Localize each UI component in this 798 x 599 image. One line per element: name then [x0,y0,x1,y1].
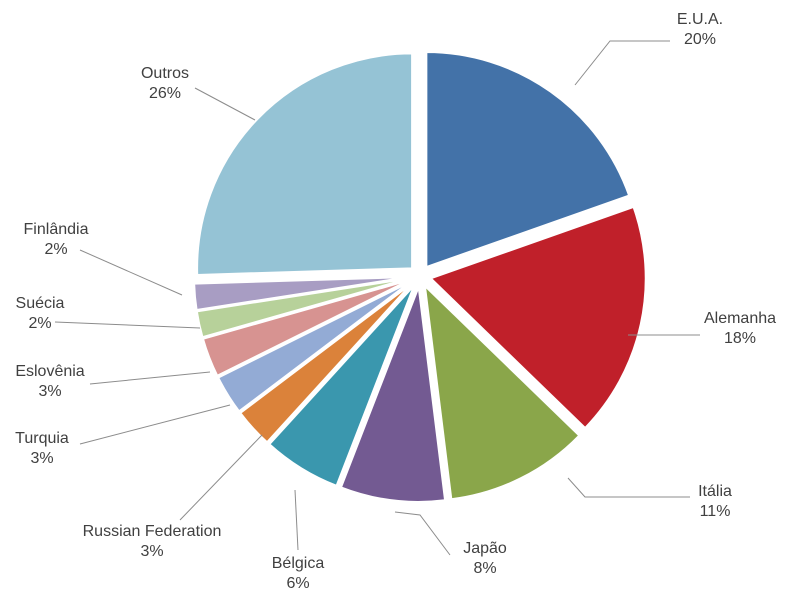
pie-slice-it-lia [423,283,581,501]
leader-line [567,477,690,498]
slice-category-text: E.U.A. [677,11,723,28]
pie-slice-finl-ndia [193,276,410,312]
slice-category-text: Outros [141,65,189,82]
slice-percent-text: 18% [724,330,756,347]
slice-percent-text: 3% [140,543,163,560]
slice-label-turquia: Turquia 3% [15,430,69,467]
slice-percent-text: 20% [684,31,716,48]
slice-label-alemanha: Alemanha 18% [704,310,776,347]
slice-percent-text: 2% [44,241,67,258]
pie-slice-alemanha [428,205,647,430]
slice-percent-text: 6% [286,575,309,592]
slice-label-su-cia: Suécia 2% [16,295,65,332]
pie-slice-eslov-nia [201,279,411,378]
slice-category-text: Alemanha [704,310,776,327]
slice-percent-text: 3% [38,383,61,400]
leader-line [294,489,299,551]
leader-line [194,87,256,121]
leader-line [179,434,263,521]
leader-line [79,404,231,445]
pie-slice-su-cia [195,277,410,339]
slice-category-text: Eslovênia [15,363,84,380]
slice-percent-text: 8% [473,560,496,577]
slice-category-text: Turquia [15,430,69,447]
slice-label-e-u-a-: E.U.A. 20% [677,11,723,48]
pie-slice-b-lgica [267,284,416,488]
slice-label-it-lia: Itália 11% [698,483,732,520]
slice-category-text: Russian Federation [83,523,222,540]
leader-line [54,321,201,329]
slice-category-text: Japão [463,540,507,557]
slice-label-jap-o: Japão 8% [463,540,507,577]
slice-label-outros: Outros 26% [141,65,189,102]
slice-percent-text: 26% [149,85,181,102]
slice-category-text: Bélgica [272,555,325,572]
pie-slice-russian-federation [238,282,413,444]
slice-category-text: Itália [698,483,732,500]
slice-label-russian-federation: Russian Federation 3% [83,523,222,560]
leader-line [574,40,670,86]
slice-label-b-lgica: Bélgica 6% [272,555,325,592]
slice-label-finl-ndia: Finlândia 2% [24,221,89,258]
slice-percent-text: 2% [28,315,51,332]
leader-line [394,511,451,556]
slice-category-text: Finlândia [24,221,89,238]
pie-slice-turquia [216,280,412,413]
pie-slice-outros [196,52,414,276]
slice-category-text: Suécia [16,295,65,312]
pie-slice-jap-o [339,286,447,503]
leader-line [89,371,211,385]
pie-slice-e-u-a- [425,51,631,269]
slice-percent-text: 11% [700,503,731,520]
leader-line [79,249,183,296]
slice-label-eslov-nia: Eslovênia 3% [15,363,84,400]
slice-percent-text: 3% [30,450,53,467]
